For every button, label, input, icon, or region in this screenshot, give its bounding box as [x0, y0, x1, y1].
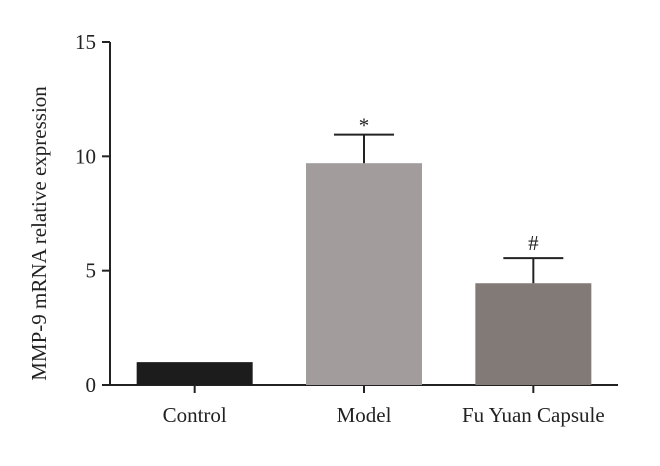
bar-control: [136, 362, 253, 385]
x-tick-label: Fu Yuan Capsule: [462, 403, 605, 427]
y-tick-label: 5: [86, 259, 97, 283]
x-ticks: Control Model Fu Yuan Capsule: [163, 385, 605, 427]
y-axis-label: MMP-9 mRNA relative expression: [27, 86, 51, 381]
y-tick-label: 15: [75, 30, 96, 54]
bar-model: [306, 163, 422, 385]
y-tick-label: 10: [75, 144, 96, 168]
significance-marker: #: [528, 231, 539, 255]
x-tick-label: Model: [337, 403, 392, 427]
y-ticks: 0 5 10 15: [75, 30, 110, 397]
y-tick-label: 0: [86, 373, 97, 397]
x-tick-label: Control: [163, 403, 227, 427]
significance-marker: *: [359, 114, 370, 138]
bars: *#: [136, 114, 592, 385]
bar-fu-yuan-capsule: [475, 283, 592, 385]
